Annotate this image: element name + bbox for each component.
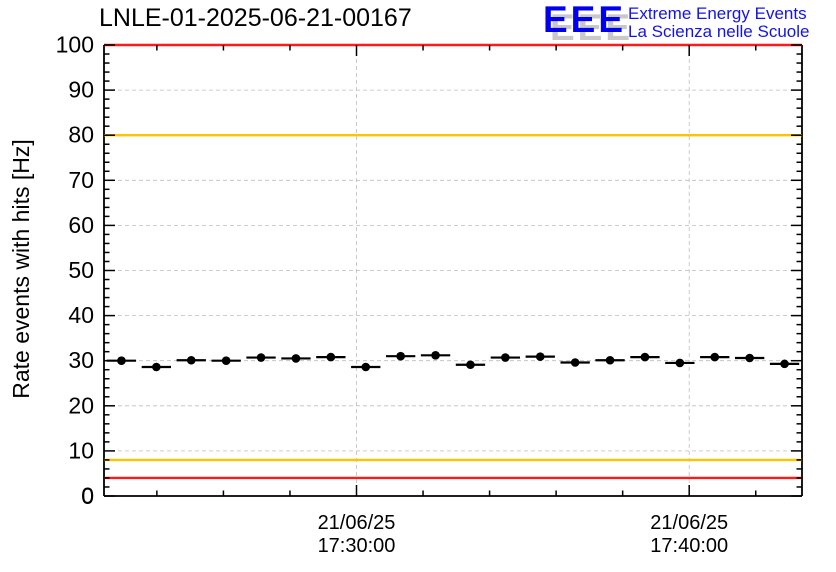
svg-text:60: 60: [68, 212, 94, 238]
svg-text:80: 80: [68, 122, 94, 148]
svg-text:0: 0: [81, 483, 94, 509]
svg-text:40: 40: [68, 302, 94, 328]
svg-text:20: 20: [68, 392, 94, 418]
svg-text:17:40:00: 17:40:00: [650, 535, 728, 557]
svg-text:21/06/25: 21/06/25: [318, 512, 396, 534]
svg-text:50: 50: [68, 257, 94, 283]
svg-text:30: 30: [68, 347, 94, 373]
svg-text:100: 100: [56, 32, 94, 58]
svg-text:21/06/25: 21/06/25: [650, 512, 728, 534]
svg-text:17:30:00: 17:30:00: [318, 535, 396, 557]
svg-text:10: 10: [68, 437, 94, 463]
svg-text:70: 70: [68, 167, 94, 193]
svg-text:90: 90: [68, 77, 94, 103]
